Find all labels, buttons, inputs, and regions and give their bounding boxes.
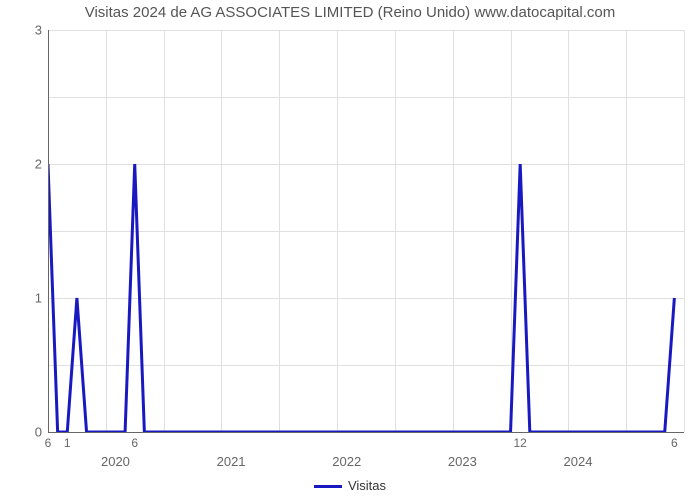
legend-label: Visitas <box>348 478 386 493</box>
line-series <box>48 30 684 432</box>
plot-area: 0123 61612620202021202220232024 <box>48 30 684 432</box>
x-tick-major-label: 2023 <box>448 432 477 469</box>
chart-title: Visitas 2024 de AG ASSOCIATES LIMITED (R… <box>0 4 700 21</box>
x-tick-minor-label: 6 <box>131 432 138 450</box>
x-tick-major-label: 2024 <box>564 432 593 469</box>
x-tick-minor-label: 6 <box>671 432 678 450</box>
x-tick-major-label: 2020 <box>101 432 130 469</box>
legend: Visitas <box>0 478 700 493</box>
gridline-v <box>684 30 685 432</box>
y-tick-label: 3 <box>35 23 48 38</box>
x-tick-minor-label: 12 <box>513 432 526 450</box>
y-tick-label: 1 <box>35 291 48 306</box>
x-tick-minor-label: 6 <box>45 432 52 450</box>
legend-swatch <box>314 485 342 488</box>
x-tick-minor-label: 1 <box>64 432 71 450</box>
y-axis <box>48 30 49 432</box>
x-tick-major-label: 2022 <box>332 432 361 469</box>
x-tick-major-label: 2021 <box>217 432 246 469</box>
y-tick-label: 2 <box>35 157 48 172</box>
